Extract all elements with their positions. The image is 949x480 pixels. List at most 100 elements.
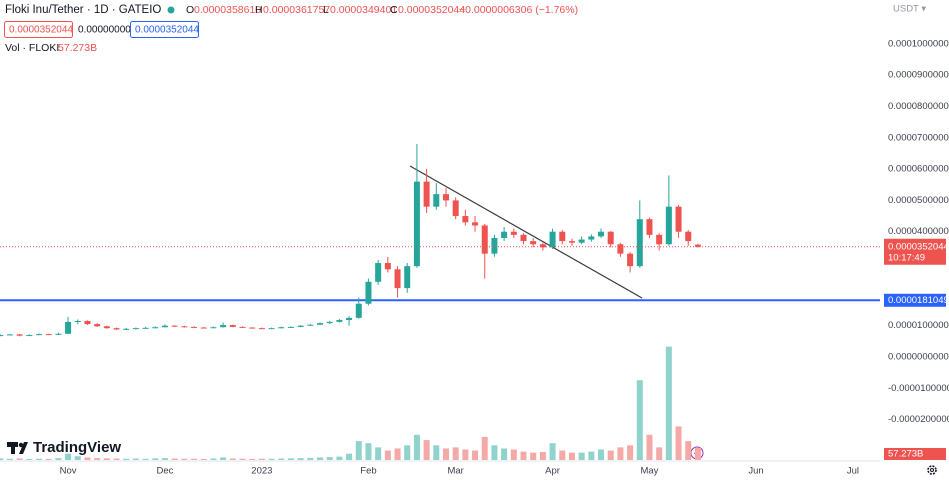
ohlc-value: 0.0000352044 (398, 4, 465, 16)
bid: 0.0000352044 (9, 25, 73, 36)
volume-bar (6, 458, 13, 460)
candle-body (617, 244, 624, 254)
candle-body (317, 323, 324, 325)
candle-body (16, 334, 23, 336)
candle-body (65, 321, 72, 334)
volume-bar (501, 448, 508, 460)
candle-body (6, 334, 13, 336)
y-tick-label: 0.0000600000 (888, 164, 949, 175)
price-tag-label: 0.0000352044 (888, 241, 949, 252)
volume-bar (94, 458, 101, 460)
volume-bar (627, 445, 634, 460)
candle-body (404, 266, 411, 289)
volume-bar (694, 447, 701, 460)
volume-bar (452, 447, 459, 460)
volume-bar (161, 458, 168, 460)
volume-bar (74, 456, 81, 460)
volume-bar (510, 449, 517, 460)
volume-bar (617, 447, 624, 460)
candle-body (452, 200, 459, 217)
candle-body (413, 181, 420, 267)
volume-bar (404, 445, 411, 460)
volume-bar (433, 445, 440, 460)
candle-body (26, 335, 33, 337)
candle-body (675, 206, 682, 232)
volume-bar (317, 457, 324, 460)
volume-bar (636, 380, 643, 460)
brand: TradingView (33, 439, 121, 456)
volume-bar (326, 457, 333, 460)
candle-body (152, 327, 159, 329)
volume-bar (65, 453, 72, 460)
candle-body (568, 241, 575, 243)
volume-tag (884, 447, 946, 460)
candle-body (239, 326, 246, 328)
volume-bar (132, 458, 139, 460)
ohlc-key: C (390, 4, 398, 16)
volume-bar (607, 450, 614, 460)
candle-body (636, 219, 643, 267)
candle-body (258, 328, 265, 330)
candle-body (665, 206, 672, 245)
volume-bar (384, 450, 391, 460)
volume-bar (442, 448, 449, 460)
volume-bar (394, 448, 401, 460)
candle-body (491, 237, 498, 254)
volume-bar (55, 458, 62, 460)
currency[interactable]: USDT ▾ (893, 4, 926, 15)
candle-body (161, 325, 168, 328)
volume-bar (200, 458, 207, 460)
candle-body (559, 231, 566, 242)
candle-body (423, 181, 430, 207)
ohlc-change: −0.0000006306 (−1.76%) (459, 4, 578, 16)
volume-bar (239, 458, 246, 460)
bid-box[interactable] (4, 21, 73, 38)
candle-body (462, 216, 469, 223)
level-tag (884, 293, 946, 307)
candle-body (55, 333, 62, 335)
x-tick-label: Mar (447, 466, 463, 477)
volume-bar (646, 434, 653, 460)
volume-bar (278, 458, 285, 460)
ohlc-key: O (186, 4, 194, 16)
volume-bar (191, 458, 198, 460)
spread: 0.0000000000 (78, 25, 142, 36)
x-tick-label: May (640, 466, 658, 477)
volume-bar (142, 458, 149, 460)
candle-body (142, 327, 149, 329)
volume-title: Vol · FLOKI (5, 42, 59, 54)
candle-body (113, 328, 120, 330)
volume-bar (36, 458, 43, 460)
ask-box[interactable] (130, 21, 199, 38)
candle-body (685, 231, 692, 242)
candle-body (501, 231, 508, 238)
ohlc-key: L (323, 4, 329, 16)
ohlc-value: 0.0000358610 (194, 4, 261, 16)
volume-bar (297, 458, 304, 460)
countdown: 10:17:49 (888, 252, 925, 263)
volume-bar (568, 452, 575, 460)
candle-body (384, 263, 391, 270)
volume-bar (249, 458, 256, 460)
volume-bar (26, 458, 33, 460)
y-tick-label: 0.0000900000 (888, 70, 949, 81)
volume-bar (375, 447, 382, 460)
trend-line[interactable] (409, 165, 643, 299)
candle-body (36, 334, 43, 336)
candle-body (607, 231, 614, 245)
candle-body (287, 326, 294, 328)
volume-bar (0, 458, 4, 460)
volume-bar (268, 458, 275, 460)
volume-bar (665, 346, 672, 460)
volume-bar (113, 458, 120, 460)
candle-body (549, 231, 556, 248)
volume-bar (181, 458, 188, 460)
volume-bar (229, 458, 236, 460)
y-tick-label: 0.0000700000 (888, 132, 949, 143)
y-tick-label: 0.0001000000 (888, 38, 949, 49)
candle-body (598, 231, 605, 237)
candle-body (530, 241, 537, 245)
settings-icon[interactable] (927, 465, 937, 475)
candle-body (627, 253, 634, 267)
